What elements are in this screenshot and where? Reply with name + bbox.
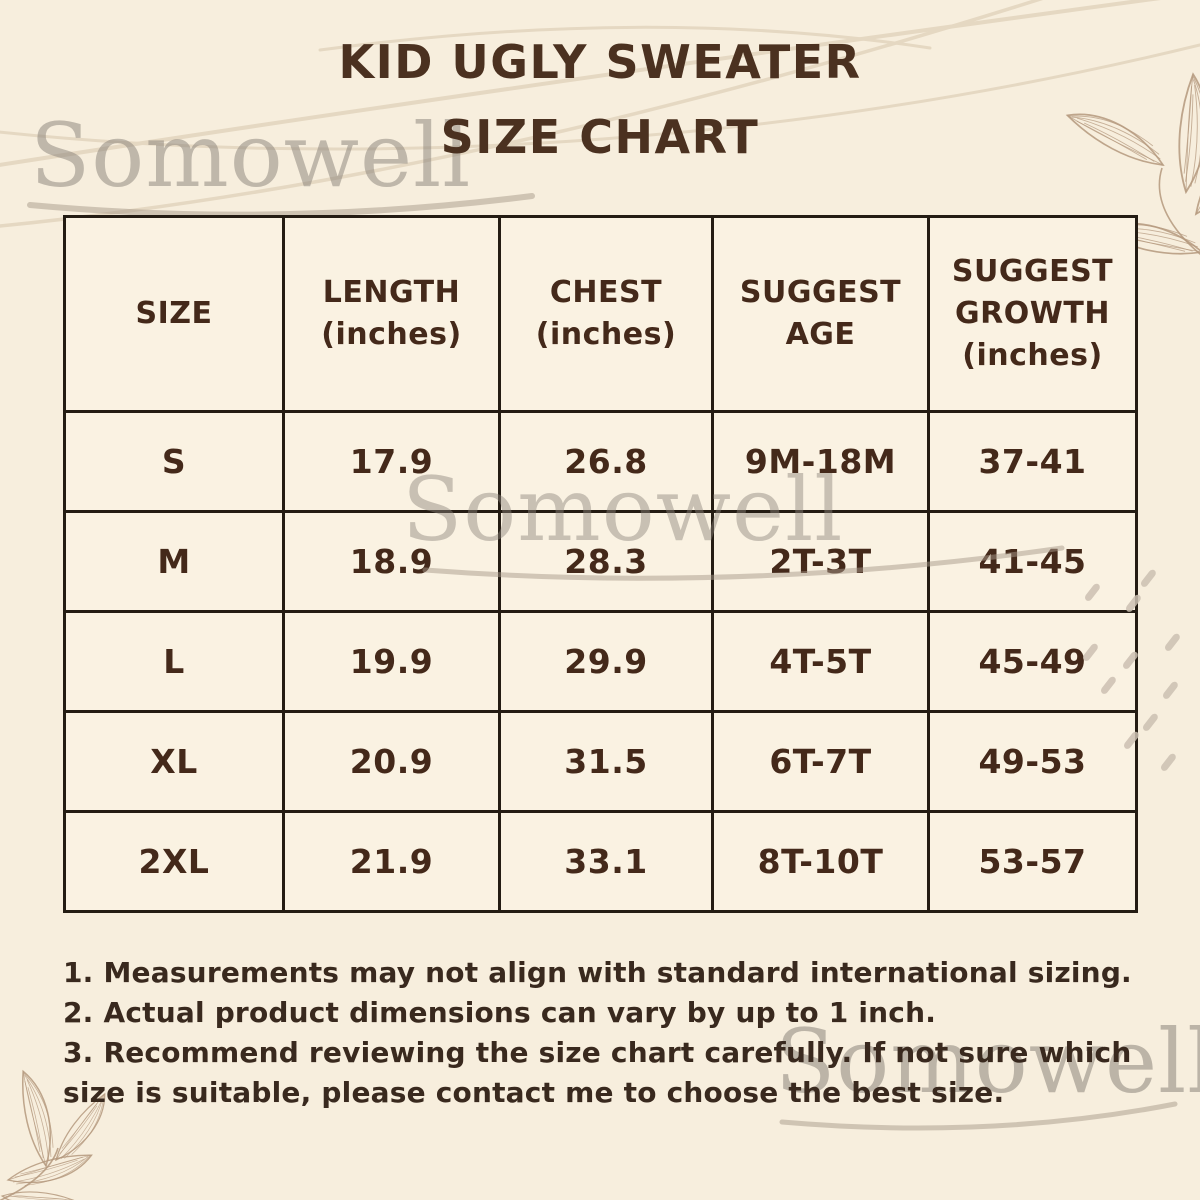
chest-cell: 31.5: [498, 710, 714, 813]
footnotes: 1. Measurements may not align with stand…: [63, 953, 1178, 1113]
age-cell: 8T-10T: [711, 810, 930, 913]
length-cell: 21.9: [282, 810, 501, 913]
length-cell: 17.9: [282, 410, 501, 513]
column-header-suggest-age: SUGGEST AGE: [711, 215, 930, 413]
size-cell: M: [63, 510, 285, 613]
column-header-length: LENGTH (inches): [282, 215, 501, 413]
page-title: KID UGLY SWEATER SIZE CHART: [0, 36, 1200, 163]
growth-cell: 41-45: [927, 510, 1138, 613]
size-cell: S: [63, 410, 285, 513]
age-cell: 9M-18M: [711, 410, 930, 513]
table-row-l: L 19.9 29.9 4T-5T 45-49: [63, 610, 1138, 713]
size-chart-table: SIZE LENGTH (inches) CHEST (inches) SUGG…: [63, 215, 1138, 913]
growth-cell: 45-49: [927, 610, 1138, 713]
age-cell: 6T-7T: [711, 710, 930, 813]
chest-cell: 29.9: [498, 610, 714, 713]
page-title-line2: SIZE CHART: [440, 110, 760, 164]
column-header-chest: CHEST (inches): [498, 215, 714, 413]
chest-cell: 33.1: [498, 810, 714, 913]
size-cell: L: [63, 610, 285, 713]
length-cell: 20.9: [282, 710, 501, 813]
age-cell: 4T-5T: [711, 610, 930, 713]
growth-cell: 53-57: [927, 810, 1138, 913]
note-item-3: 3. Recommend reviewing the size chart ca…: [63, 1036, 1132, 1109]
watermark-bottom-right: Somowell: [775, 1010, 1200, 1113]
table-header-row: SIZE LENGTH (inches) CHEST (inches) SUGG…: [63, 215, 1138, 413]
note-item-1: 1. Measurements may not align with stand…: [63, 956, 1132, 989]
watermark-top-left: Somowell: [30, 104, 472, 207]
watermark-center: Somowell: [402, 458, 844, 561]
size-cell: 2XL: [63, 810, 285, 913]
note-item-2: 2. Actual product dimensions can vary by…: [63, 996, 937, 1029]
page-title-line1: KID UGLY SWEATER: [338, 35, 862, 89]
table-row-xl: XL 20.9 31.5 6T-7T 49-53: [63, 710, 1138, 813]
size-cell: XL: [63, 710, 285, 813]
column-header-suggest-growth: SUGGEST GROWTH (inches): [927, 215, 1138, 413]
length-cell: 19.9: [282, 610, 501, 713]
chest-cell: 26.8: [498, 410, 714, 513]
table-row-2xl: 2XL 21.9 33.1 8T-10T 53-57: [63, 810, 1138, 913]
column-header-size: SIZE: [63, 215, 285, 413]
table-row-s: S 17.9 26.8 9M-18M 37-41: [63, 410, 1138, 513]
growth-cell: 49-53: [927, 710, 1138, 813]
growth-cell: 37-41: [927, 410, 1138, 513]
